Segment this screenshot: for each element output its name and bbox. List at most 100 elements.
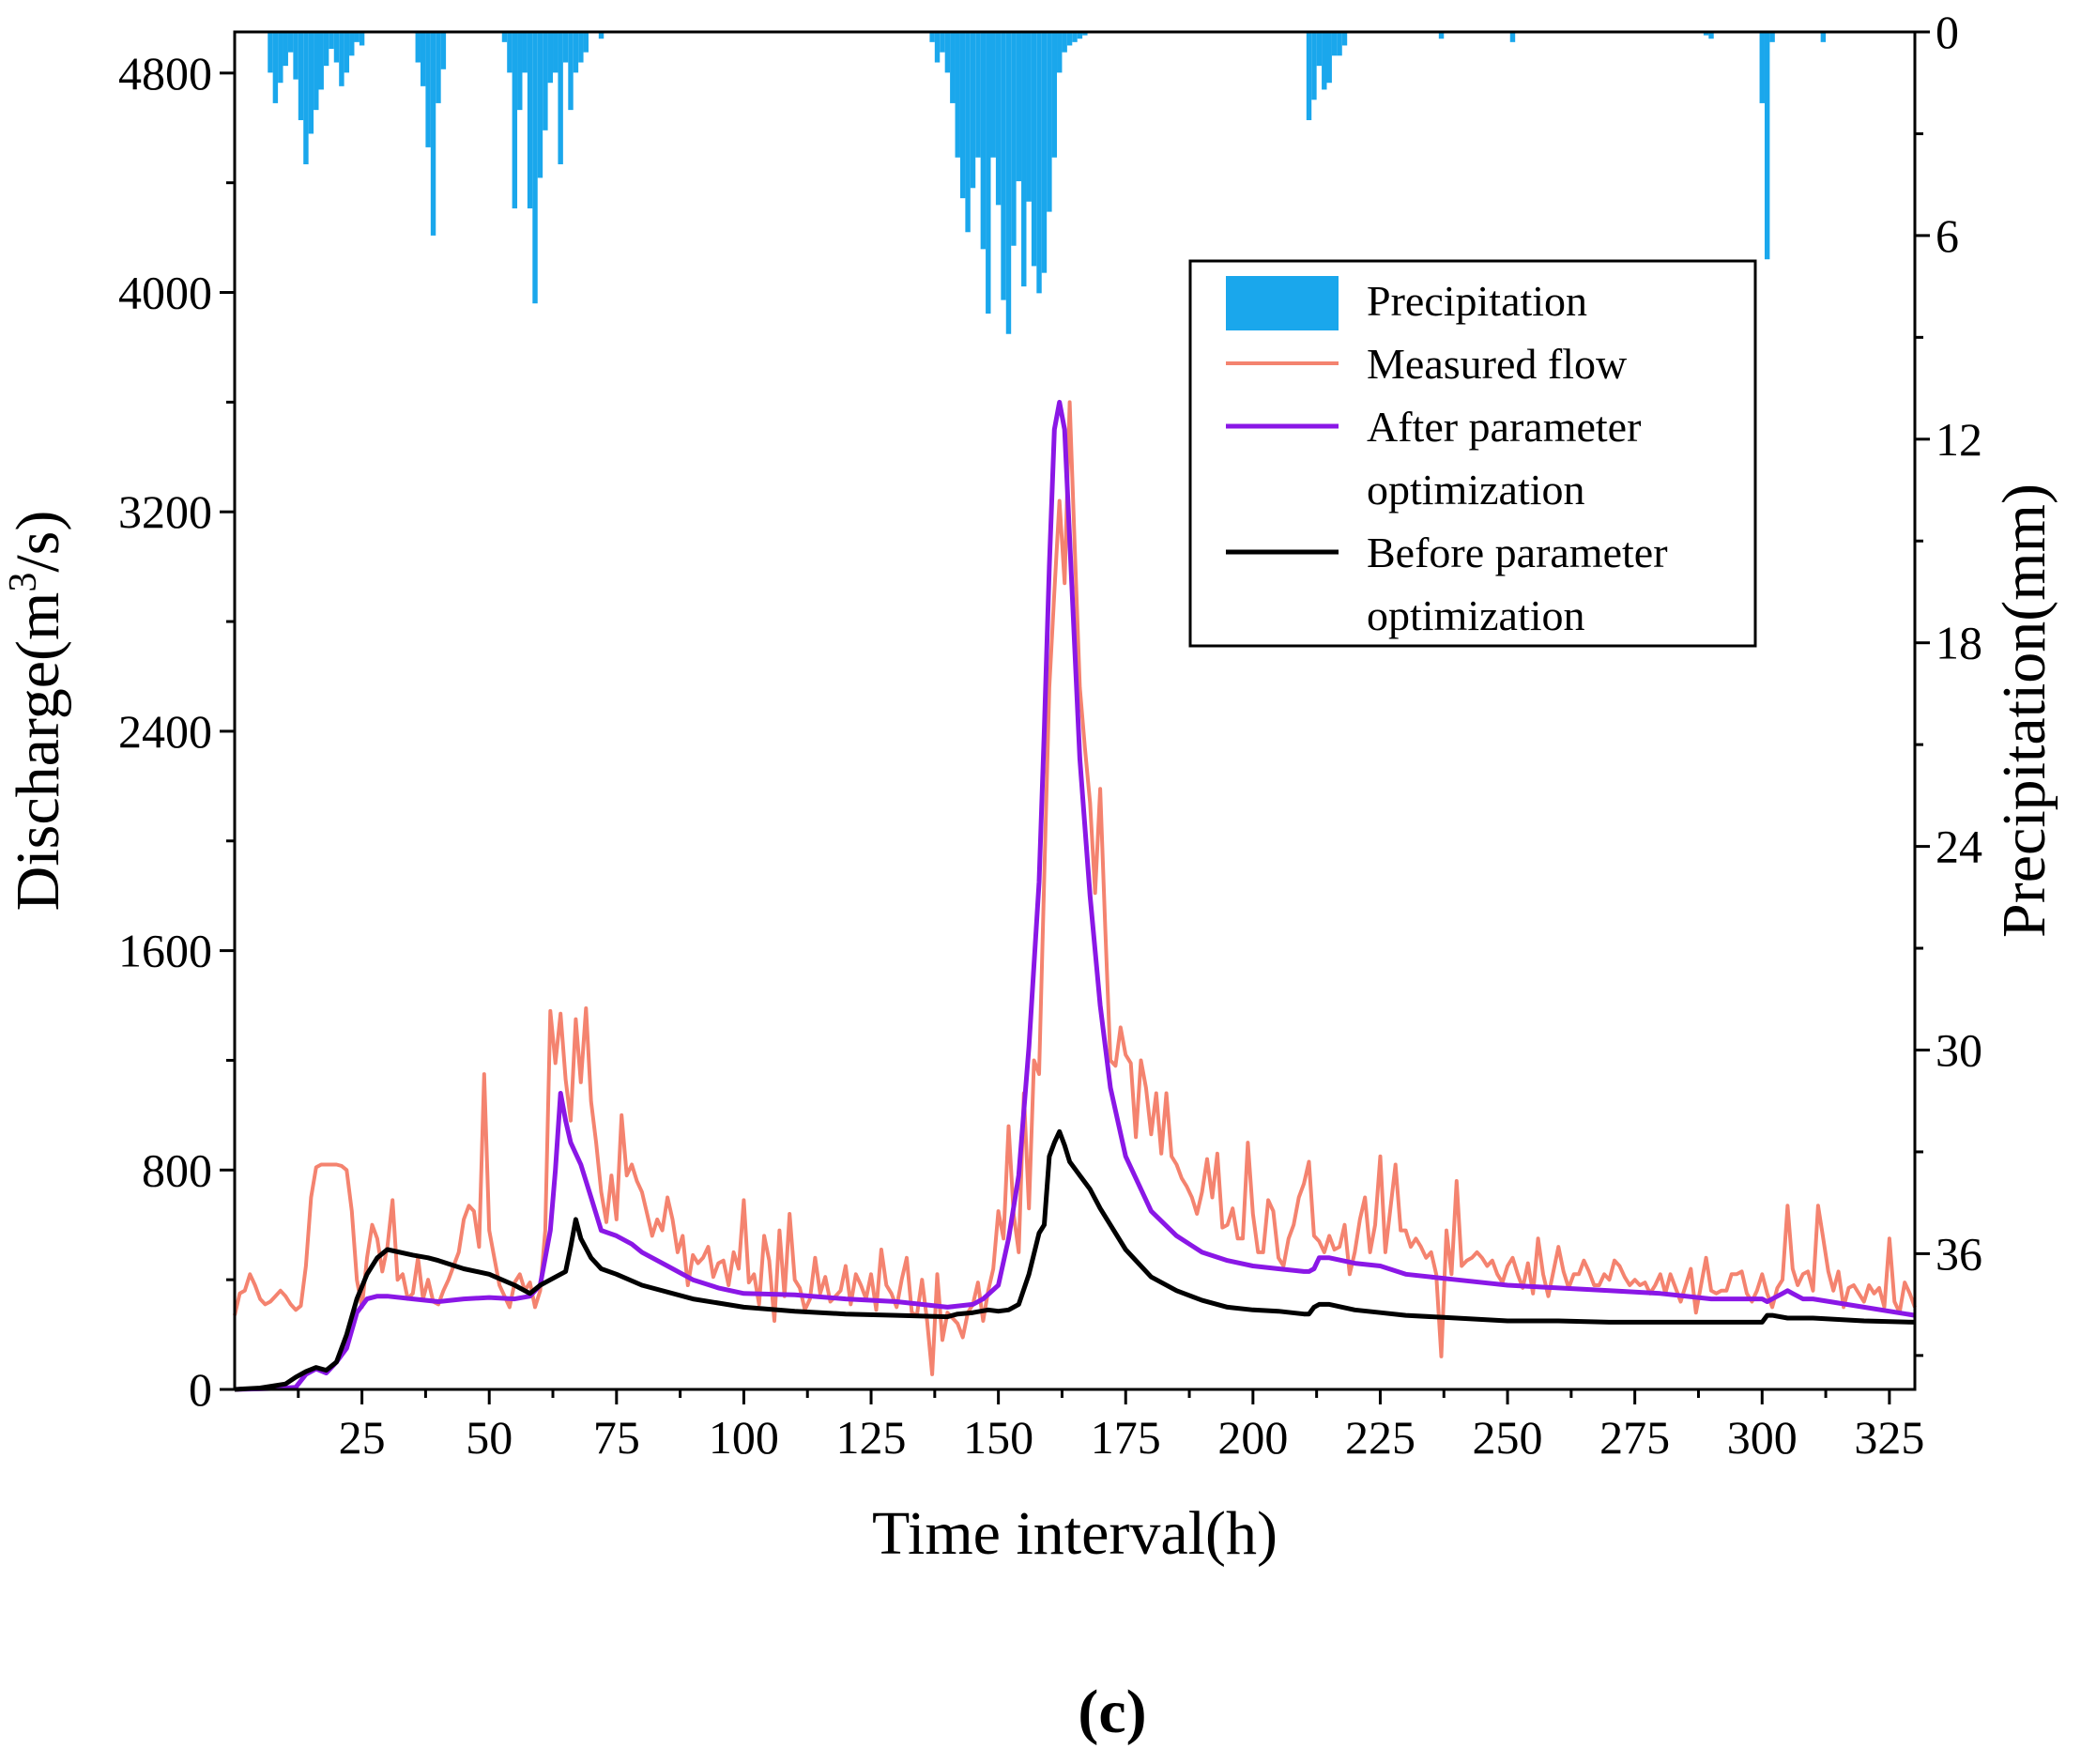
- plot-frame: [233, 30, 1917, 1391]
- precip-bar: [568, 32, 574, 111]
- precip-bar: [1341, 32, 1348, 46]
- precip-bar: [507, 32, 513, 73]
- legend-swatch-precipitation: [1226, 276, 1339, 330]
- legend-label-before: Before parameter: [1367, 529, 1668, 576]
- y-left-tick-label: 0: [189, 1363, 212, 1416]
- precip-bar: [583, 32, 589, 53]
- precip-bar: [944, 32, 951, 73]
- precip-bar: [512, 32, 518, 208]
- precip-bar: [1306, 32, 1312, 120]
- precip-bar: [986, 32, 991, 314]
- precip-bar: [543, 32, 548, 130]
- precip-bar: [1005, 32, 1012, 334]
- precip-bar: [1057, 32, 1063, 73]
- precip-bar: [329, 32, 334, 50]
- precip-bar: [1051, 32, 1058, 158]
- precip-bar: [1036, 32, 1042, 294]
- precip-bar: [349, 32, 355, 56]
- precip-bar: [537, 32, 543, 178]
- legend-label-precipitation: Precipitation: [1367, 277, 1587, 325]
- precip-bar: [1041, 32, 1048, 273]
- precip-bar: [970, 32, 976, 189]
- y-left-tick-label: 4800: [118, 47, 212, 100]
- x-tick-label: 50: [466, 1411, 513, 1464]
- precip-bar: [344, 32, 350, 73]
- precip-bar: [975, 32, 981, 158]
- precip-bar: [354, 32, 360, 42]
- precip-bar: [558, 32, 563, 164]
- y-right-tick-label: 24: [1936, 821, 1982, 873]
- precip-bar: [1331, 32, 1338, 56]
- x-tick-label: 300: [1727, 1411, 1798, 1464]
- precip-bar: [278, 32, 283, 84]
- y-axis-right-title: Precipitation(mm): [1990, 483, 2058, 938]
- precip-bar: [955, 32, 960, 158]
- y-left-tick-label: 1600: [118, 925, 212, 977]
- precip-bar: [298, 32, 304, 120]
- precip-bar: [1072, 32, 1078, 42]
- legend-label-before: optimization: [1367, 591, 1585, 639]
- y-right-tick-label: 0: [1936, 6, 1959, 58]
- x-tick-label: 250: [1473, 1411, 1543, 1464]
- y-left-tick-label: 800: [142, 1143, 212, 1196]
- y-right-tick-label: 18: [1936, 617, 1982, 669]
- panel-label: (c): [1078, 1678, 1146, 1746]
- precip-bar: [573, 32, 579, 73]
- flow-lines: [233, 399, 1917, 1392]
- series-line-before: [234, 1128, 1916, 1392]
- precip-bar: [990, 32, 996, 158]
- precip-bar: [1062, 32, 1067, 53]
- precip-bar: [553, 32, 559, 73]
- precip-bar: [522, 32, 528, 73]
- precip-bar: [430, 32, 436, 236]
- precip-bar: [1438, 32, 1445, 39]
- legend-entries: Precipitation Measured flow After paramete…: [1226, 276, 1668, 639]
- precip-bar: [517, 32, 523, 111]
- precip-bar: [598, 32, 604, 39]
- precip-bar: [965, 32, 971, 233]
- x-tick-label: 325: [1854, 1411, 1924, 1464]
- precip-bar: [359, 32, 365, 46]
- precip-bar: [314, 32, 319, 111]
- precip-bar: [425, 32, 431, 147]
- precip-bar: [293, 32, 298, 80]
- x-tick-label: 225: [1345, 1411, 1415, 1464]
- precip-bar: [440, 32, 447, 69]
- precip-bar: [308, 32, 314, 134]
- series-line-measured: [233, 400, 1917, 1376]
- precip-bar: [339, 32, 344, 86]
- precip-bar: [1082, 32, 1088, 36]
- precip-bar: [283, 32, 288, 67]
- x-tick-label: 150: [963, 1411, 1033, 1464]
- precip-bar: [1708, 32, 1714, 39]
- precip-bar: [940, 32, 945, 53]
- precip-bar: [562, 32, 569, 63]
- precip-bar: [1031, 32, 1037, 267]
- precip-bar: [272, 32, 279, 103]
- precip-bar: [1509, 32, 1516, 42]
- precip-bar: [303, 32, 309, 164]
- precip-bar: [287, 32, 294, 53]
- precip-bar: [420, 32, 426, 86]
- precip-bar: [995, 32, 1002, 206]
- precip-bar: [1021, 32, 1027, 287]
- precip-bar: [1316, 32, 1323, 67]
- x-tick-label: 75: [593, 1411, 640, 1464]
- y-right-tick-label: 36: [1936, 1227, 1982, 1280]
- precip-bar: [980, 32, 987, 250]
- y-left-tick-label: 4000: [118, 267, 212, 319]
- precip-bar: [436, 32, 441, 103]
- precip-bar: [959, 32, 966, 199]
- legend-label-measured: Measured flow: [1367, 340, 1628, 388]
- precipitation-bars: [268, 32, 1827, 334]
- legend-label-after: After parameter: [1367, 403, 1641, 451]
- precip-bar: [532, 32, 538, 304]
- x-tick-label: 175: [1091, 1411, 1161, 1464]
- precip-bar: [1047, 32, 1052, 212]
- precip-bar: [318, 32, 324, 90]
- precip-bar: [1703, 32, 1709, 36]
- x-tick-label: 100: [709, 1411, 779, 1464]
- precip-bar: [323, 32, 329, 67]
- x-tick-label: 200: [1217, 1411, 1288, 1464]
